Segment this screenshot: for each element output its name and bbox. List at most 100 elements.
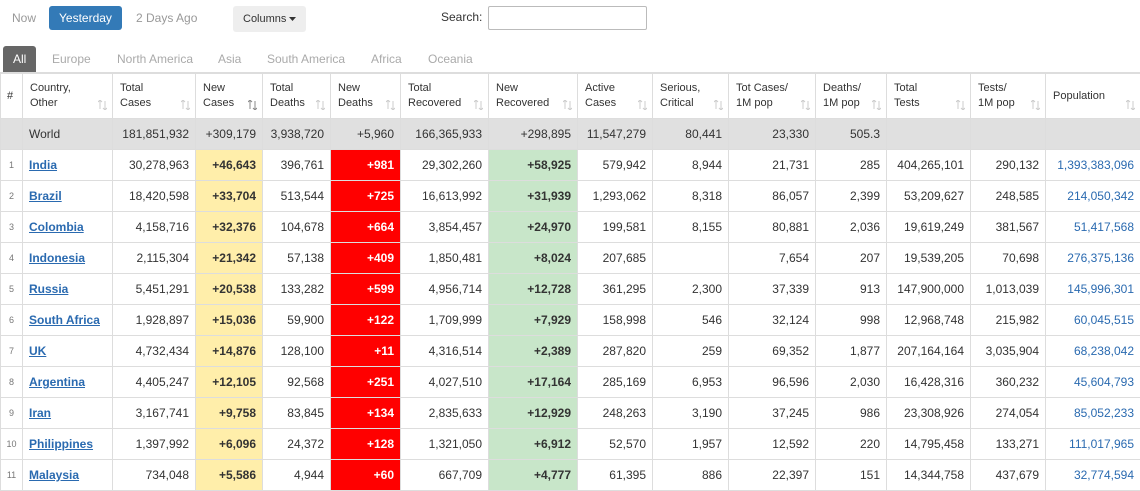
value-cell: 59,900 (263, 305, 331, 336)
value-cell: 1,957 (653, 429, 729, 460)
search-label: Search: (441, 10, 482, 24)
value-cell: 3,938,720 (263, 119, 331, 150)
value-cell: 166,365,933 (401, 119, 489, 150)
value-cell: +664 (331, 212, 401, 243)
row-number: 1 (1, 150, 23, 181)
header-text: 1M pop (823, 97, 860, 109)
header-text: Recovered (496, 97, 549, 109)
country-cell: Argentina (23, 367, 113, 398)
value-cell: 29,302,260 (401, 150, 489, 181)
value-cell: 80,441 (653, 119, 729, 150)
column-header[interactable]: Total Deaths (263, 74, 331, 119)
tab-now[interactable]: Now (2, 6, 46, 30)
value-cell: 145,996,301 (1046, 274, 1140, 305)
country-cell: India (23, 150, 113, 181)
value-cell: 207,164,164 (887, 336, 971, 367)
value-cell: 505.3 (816, 119, 887, 150)
columns-label: Columns (243, 13, 286, 25)
value-cell: 60,045,515 (1046, 305, 1140, 336)
country-cell: Philippines (23, 429, 113, 460)
value-cell: 1,321,050 (401, 429, 489, 460)
value-cell: 1,013,039 (971, 274, 1046, 305)
sort-icon (98, 100, 107, 110)
header-text: Recovered (408, 97, 461, 109)
value-cell: +409 (331, 243, 401, 274)
value-cell: 52,570 (578, 429, 653, 460)
value-cell: 45,604,793 (1046, 367, 1140, 398)
sort-icon (563, 100, 572, 110)
value-cell: 181,851,932 (113, 119, 196, 150)
header-text: Serious, (660, 82, 700, 94)
header-text: New (338, 82, 360, 94)
tab-yesterday[interactable]: Yesterday (49, 6, 122, 30)
tab-2-days-ago[interactable]: 2 Days Ago (126, 6, 207, 30)
row-number: 4 (1, 243, 23, 274)
column-header[interactable]: Serious,Critical (653, 74, 729, 119)
value-cell (1046, 119, 1140, 150)
column-header[interactable]: Tot Cases/1M pop (729, 74, 816, 119)
value-cell: +58,925 (489, 150, 578, 181)
country-link[interactable]: Argentina (29, 375, 85, 389)
header-text: Total (408, 82, 431, 94)
country-link[interactable]: South Africa (29, 313, 100, 327)
value-cell: 4,316,514 (401, 336, 489, 367)
value-cell: 128,100 (263, 336, 331, 367)
country-link[interactable]: Russia (29, 282, 68, 296)
header-text: Deaths (270, 97, 305, 109)
column-header[interactable]: Total Recovered (401, 74, 489, 119)
value-cell: 285,169 (578, 367, 653, 398)
header-text: Tests/ (978, 82, 1007, 94)
value-cell: 276,375,136 (1046, 243, 1140, 274)
region-tab[interactable]: Oceania (420, 46, 481, 72)
columns-button[interactable]: Columns (233, 6, 306, 32)
country-link[interactable]: Brazil (29, 189, 62, 203)
column-header[interactable]: Country,Other (23, 74, 113, 119)
value-cell: 37,339 (729, 274, 816, 305)
value-cell: +12,728 (489, 274, 578, 305)
country-link[interactable]: Colombia (29, 220, 84, 234)
value-cell: +24,970 (489, 212, 578, 243)
value-cell: 4,405,247 (113, 367, 196, 398)
value-cell: +33,704 (196, 181, 263, 212)
value-cell: 83,845 (263, 398, 331, 429)
search-input[interactable] (488, 6, 647, 30)
country-link[interactable]: Indonesia (29, 251, 85, 265)
country-link[interactable]: Malaysia (29, 468, 79, 482)
region-tab[interactable]: North America (109, 46, 201, 72)
value-cell: +20,538 (196, 274, 263, 305)
value-cell: 220 (816, 429, 887, 460)
value-cell: 1,709,999 (401, 305, 489, 336)
column-header[interactable]: Deaths/1M pop (816, 74, 887, 119)
header-text: Total (270, 82, 293, 94)
value-cell: 6,953 (653, 367, 729, 398)
header-text: Total (894, 82, 917, 94)
country-link[interactable]: India (29, 158, 57, 172)
value-cell: 8,155 (653, 212, 729, 243)
value-cell: 32,124 (729, 305, 816, 336)
country-link[interactable]: Iran (29, 406, 51, 420)
value-cell: 96,596 (729, 367, 816, 398)
region-tab[interactable]: Europe (44, 46, 99, 72)
value-cell: 3,854,457 (401, 212, 489, 243)
region-tab[interactable]: All (3, 46, 36, 72)
country-link[interactable]: Philippines (29, 437, 93, 451)
column-header[interactable]: Tests/1M pop (971, 74, 1046, 119)
region-tab[interactable]: Africa (363, 46, 410, 72)
header-text: Cases (585, 97, 616, 109)
value-cell: 16,428,316 (887, 367, 971, 398)
header-text: Tot Cases/ (736, 82, 788, 94)
region-tab[interactable]: Asia (210, 46, 249, 72)
country-link[interactable]: UK (29, 344, 46, 358)
column-header[interactable]: Population (1046, 74, 1140, 119)
value-cell: 2,399 (816, 181, 887, 212)
region-tab[interactable]: South America (259, 46, 353, 72)
value-cell: 4,956,714 (401, 274, 489, 305)
